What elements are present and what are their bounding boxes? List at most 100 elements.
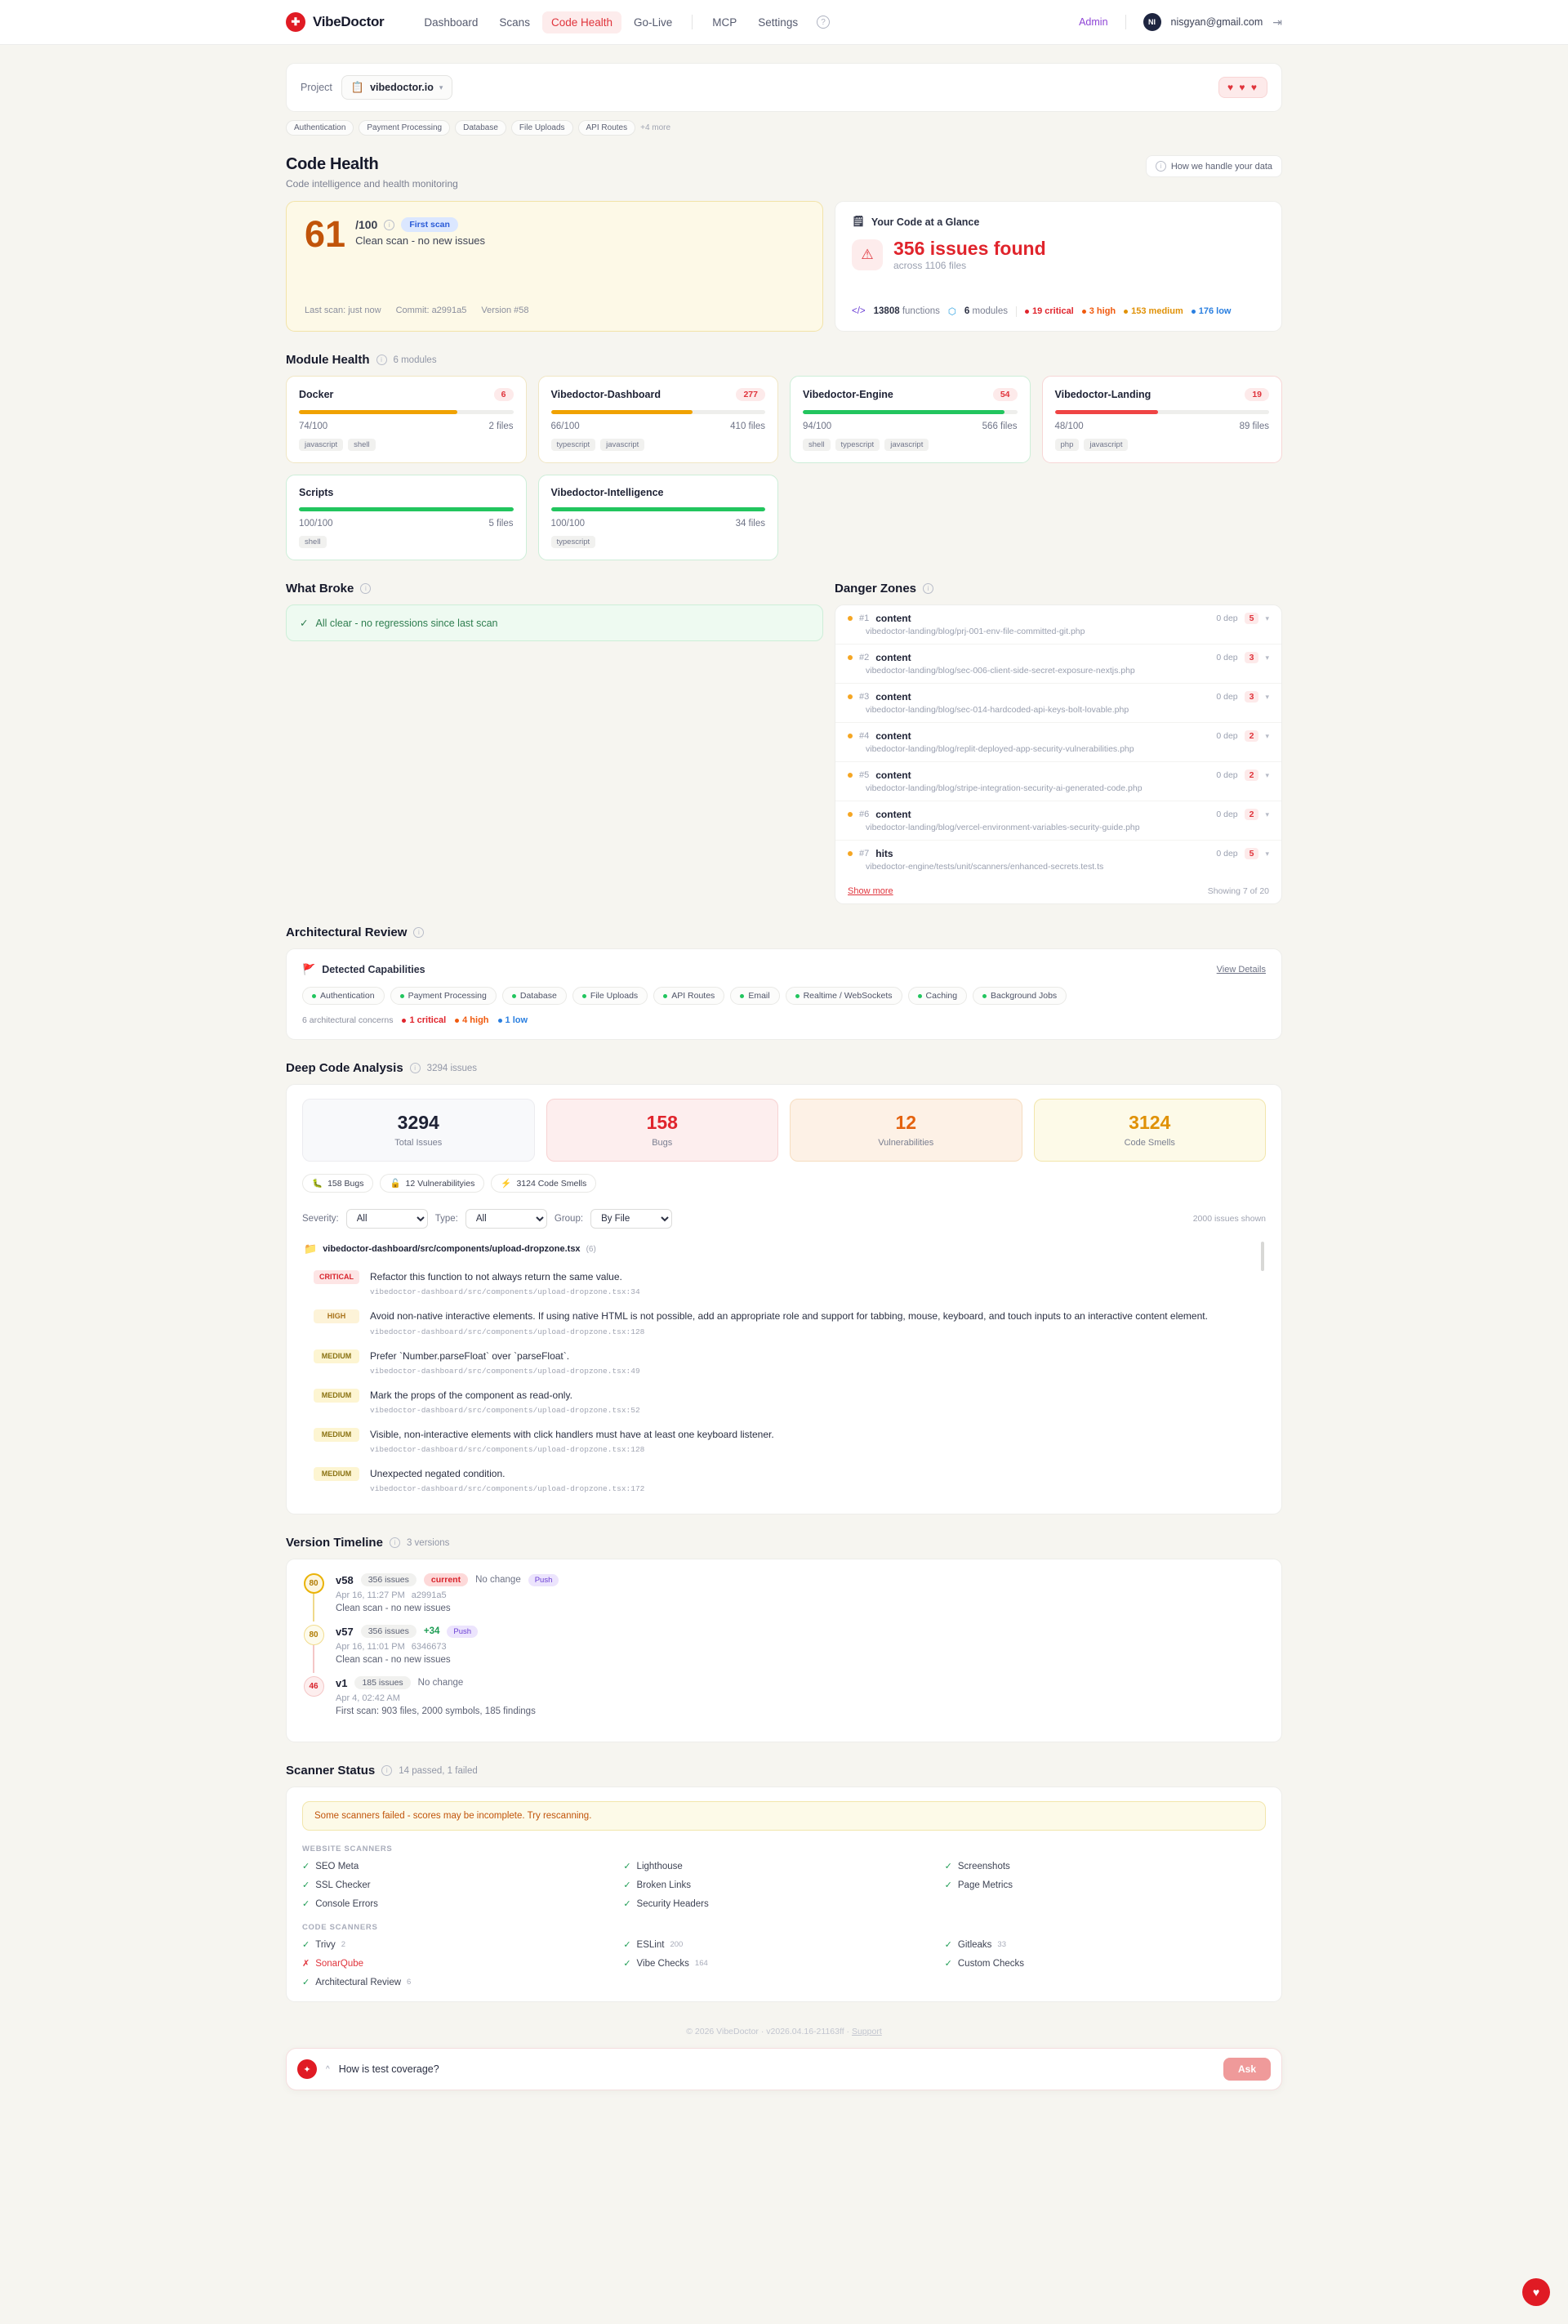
architectural-capability-chip[interactable]: Payment Processing	[390, 987, 497, 1005]
danger-zone-row[interactable]: #2 content 0 dep 3 ▾ vibedoctor-landing/…	[835, 645, 1281, 684]
module-card[interactable]: Vibedoctor-Dashboard 277 66/100 410 file…	[537, 376, 778, 463]
architectural-capability-chip[interactable]: API Routes	[653, 987, 725, 1005]
severity-filter-select[interactable]: All	[345, 1209, 428, 1229]
group-filter-select[interactable]: By File	[590, 1209, 673, 1229]
architectural-capability-chip[interactable]: Authentication	[302, 987, 385, 1005]
scanner-item[interactable]: ✓ Broken Links	[623, 1880, 944, 1891]
chevron-down-icon[interactable]: ▾	[1265, 810, 1269, 819]
architectural-capability-chip[interactable]: Database	[501, 987, 567, 1005]
capability-chip[interactable]: Payment Processing	[359, 120, 451, 136]
issue-row[interactable]: MEDIUM Unexpected negated condition. vib…	[302, 1461, 1266, 1500]
architectural-capability-chip[interactable]: Email	[730, 987, 780, 1005]
info-icon[interactable]: i	[376, 355, 387, 365]
project-selector[interactable]: 📋 vibedoctor.io ▾	[341, 75, 453, 100]
scanner-item[interactable]: ✓ Screenshots	[945, 1861, 1266, 1872]
avatar[interactable]: NI	[1143, 13, 1161, 31]
capability-chip[interactable]: Authentication	[286, 120, 354, 136]
architectural-capability-chip[interactable]: File Uploads	[572, 987, 648, 1005]
stat-card[interactable]: 3294 Total Issues	[302, 1099, 535, 1162]
ask-input[interactable]	[338, 2063, 1214, 2076]
scanner-item[interactable]: ✓ Console Errors	[302, 1898, 623, 1910]
capability-chip[interactable]: API Routes	[577, 120, 636, 136]
chevron-down-icon[interactable]: ▾	[1265, 653, 1269, 662]
scanner-item[interactable]: ✓ ESLint 200	[623, 1939, 944, 1951]
version-timeline-item[interactable]: 80 v58 356 issues current No change Push…	[302, 1573, 1266, 1625]
chevron-up-icon[interactable]: ^	[326, 2064, 330, 2074]
scanner-item[interactable]: ✓ Gitleaks 33	[945, 1939, 1266, 1951]
nav-link-code-health[interactable]: Code Health	[541, 11, 622, 33]
type-filter-select[interactable]: All	[465, 1209, 547, 1229]
issue-row[interactable]: MEDIUM Prefer `Number.parseFloat` over `…	[302, 1343, 1266, 1382]
scanner-item[interactable]: ✗ SonarQube	[302, 1958, 623, 1969]
logout-icon[interactable]: ⇥	[1272, 15, 1282, 29]
architectural-capability-chip[interactable]: Caching	[907, 987, 968, 1005]
danger-zone-row[interactable]: #7 hits 0 dep 5 ▾ vibedoctor-engine/test…	[835, 841, 1281, 879]
scrollbar-thumb[interactable]	[1261, 1242, 1264, 1272]
danger-zone-row[interactable]: #5 content 0 dep 2 ▾ vibedoctor-landing/…	[835, 762, 1281, 801]
architectural-capability-chip[interactable]: Background Jobs	[973, 987, 1067, 1005]
issues-list[interactable]: 📁 vibedoctor-dashboard/src/components/up…	[302, 1238, 1266, 1500]
nav-link-scans[interactable]: Scans	[499, 16, 530, 29]
nav-link-go-live[interactable]: Go-Live	[634, 16, 673, 29]
view-details-link[interactable]: View Details	[1216, 965, 1266, 975]
danger-zone-row[interactable]: #4 content 0 dep 2 ▾ vibedoctor-landing/…	[835, 723, 1281, 762]
chevron-down-icon[interactable]: ▾	[1265, 613, 1269, 622]
stat-card[interactable]: 3124 Code Smells	[1033, 1099, 1266, 1162]
issue-row[interactable]: MEDIUM Mark the props of the component a…	[302, 1382, 1266, 1421]
info-icon[interactable]: i	[360, 583, 372, 594]
scanner-item[interactable]: ✓ Architectural Review 6	[302, 1977, 623, 1988]
capability-chip[interactable]: File Uploads	[510, 120, 573, 136]
chevron-down-icon[interactable]: ▾	[1265, 731, 1269, 740]
chevron-down-icon[interactable]: ▾	[1265, 849, 1269, 858]
version-timeline-item[interactable]: 46 v1 185 issues No change Apr 4, 02:42 …	[302, 1676, 1266, 1728]
scanner-item[interactable]: ✓ Lighthouse	[623, 1861, 944, 1872]
scanner-item[interactable]: ✓ Custom Checks	[945, 1958, 1266, 1969]
support-link[interactable]: Support	[851, 2027, 882, 2037]
issue-row[interactable]: HIGH Avoid non-native interactive elemen…	[302, 1303, 1266, 1342]
danger-zone-row[interactable]: #3 content 0 dep 3 ▾ vibedoctor-landing/…	[835, 684, 1281, 723]
scanner-item[interactable]: ✓ Page Metrics	[945, 1880, 1266, 1891]
brand[interactable]: ✚ VibeDoctor	[286, 12, 385, 32]
ask-button[interactable]: Ask	[1223, 2058, 1271, 2081]
info-icon[interactable]: i	[384, 219, 395, 230]
version-timeline-item[interactable]: 80 v57 356 issues +34 Push Apr 16, 11:01…	[302, 1625, 1266, 1676]
module-card[interactable]: Vibedoctor-Landing 19 48/100 89 files ph…	[1041, 376, 1282, 463]
issue-row[interactable]: MEDIUM Visible, non-interactive elements…	[302, 1421, 1266, 1461]
nav-link-dashboard[interactable]: Dashboard	[424, 16, 479, 29]
category-pill[interactable]: 🔓 12 Vulnerabilityies	[380, 1174, 485, 1193]
category-pill[interactable]: 🐛 158 Bugs	[302, 1174, 374, 1193]
scanner-item[interactable]: ✓ Trivy 2	[302, 1939, 623, 1951]
stat-card[interactable]: 158 Bugs	[546, 1099, 778, 1162]
scanner-item[interactable]: ✓ SEO Meta	[302, 1861, 623, 1872]
capability-chip[interactable]: Database	[455, 120, 506, 136]
module-card[interactable]: Scripts 100/100 5 files shell	[286, 475, 527, 560]
info-icon[interactable]: i	[923, 583, 934, 594]
help-icon[interactable]: ?	[817, 16, 831, 29]
issue-file-group-header[interactable]: 📁 vibedoctor-dashboard/src/components/up…	[302, 1238, 1266, 1264]
issue-row[interactable]: CRITICAL Refactor this function to not a…	[302, 1264, 1266, 1303]
info-icon[interactable]: i	[413, 927, 425, 938]
info-icon[interactable]: i	[381, 1765, 393, 1777]
module-card[interactable]: Vibedoctor-Engine 54 94/100 566 files sh…	[790, 376, 1031, 463]
how-we-handle-data-button[interactable]: i How we handle your data	[1145, 155, 1282, 177]
stat-card[interactable]: 12 Vulnerabilities	[790, 1099, 1022, 1162]
capability-more[interactable]: +4 more	[640, 123, 671, 132]
module-card[interactable]: Vibedoctor-Intelligence 100/100 34 files…	[537, 475, 778, 560]
danger-zone-row[interactable]: #6 content 0 dep 2 ▾ vibedoctor-landing/…	[835, 801, 1281, 841]
module-card[interactable]: Docker 6 74/100 2 files javascript shell	[286, 376, 527, 463]
info-icon[interactable]: i	[389, 1537, 400, 1549]
category-pill[interactable]: ⚡ 3124 Code Smells	[491, 1174, 597, 1193]
scanner-item[interactable]: ✓ SSL Checker	[302, 1880, 623, 1891]
scanner-item[interactable]: ✓ Security Headers	[623, 1898, 944, 1910]
scanner-item[interactable]: ✓ Vibe Checks 164	[623, 1958, 944, 1969]
floating-chat-button[interactable]: ♥	[1522, 2278, 1550, 2306]
nav-link-settings[interactable]: Settings	[758, 16, 799, 29]
sparkle-icon[interactable]: ✦	[297, 2059, 317, 2080]
admin-link[interactable]: Admin	[1079, 16, 1108, 28]
danger-zone-row[interactable]: #1 content 0 dep 5 ▾ vibedoctor-landing/…	[835, 605, 1281, 645]
chevron-down-icon[interactable]: ▾	[1265, 692, 1269, 701]
show-more-link[interactable]: Show more	[848, 886, 893, 896]
nav-link-mcp[interactable]: MCP	[712, 16, 737, 29]
scrollbar[interactable]	[1261, 1242, 1264, 1500]
chevron-down-icon[interactable]: ▾	[1265, 770, 1269, 779]
